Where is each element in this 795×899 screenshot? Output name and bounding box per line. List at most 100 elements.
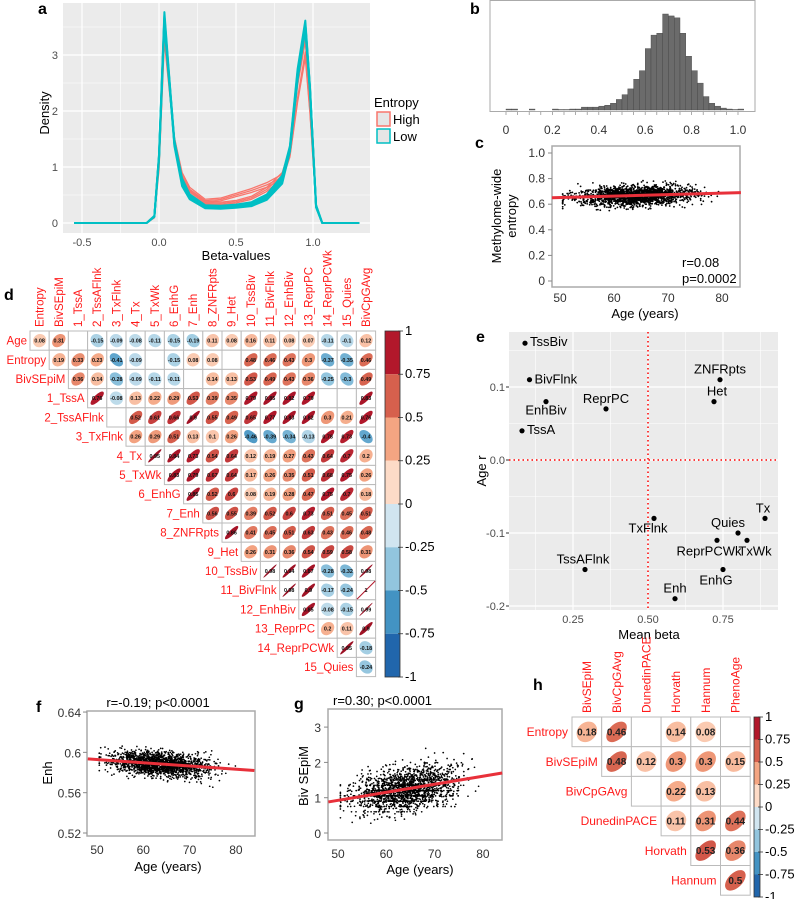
- data-point: [126, 765, 129, 768]
- data-point: [100, 753, 102, 755]
- data-point: [390, 805, 393, 808]
- data-point: [200, 777, 202, 780]
- matrix-cell: [67, 330, 89, 351]
- density-line-low: [74, 16, 360, 224]
- data-point: [641, 204, 644, 207]
- data-point: [447, 787, 450, 789]
- correlation-value: 0.7: [343, 454, 351, 460]
- data-point-reprpc: [603, 406, 609, 412]
- data-point: [181, 769, 183, 771]
- data-point: [201, 775, 203, 777]
- column-label: 5_TxWk: [150, 285, 162, 327]
- data-point: [641, 190, 643, 193]
- data-point: [667, 196, 669, 199]
- data-point: [643, 186, 646, 189]
- data-point-txwk: [744, 537, 750, 543]
- data-point: [159, 775, 162, 778]
- histogram-bar: [679, 33, 687, 111]
- data-point: [635, 203, 637, 205]
- data-point: [655, 186, 657, 189]
- data-point: [138, 772, 140, 775]
- panel-label-a: a: [38, 1, 47, 18]
- data-point: [195, 776, 198, 778]
- data-point: [625, 197, 628, 200]
- data-point: [107, 762, 110, 764]
- data-point: [219, 761, 222, 764]
- data-point: [648, 189, 651, 192]
- correlation-value: 0.67: [207, 473, 218, 479]
- data-point: [659, 189, 662, 192]
- correlation-value: 0.73: [188, 454, 199, 460]
- correlation-value: -0.3: [342, 377, 351, 383]
- data-point: [691, 186, 693, 189]
- data-point: [591, 190, 594, 193]
- data-point: [403, 810, 406, 813]
- row-label: 1_TssA: [47, 393, 85, 405]
- data-point: [685, 186, 688, 189]
- data-point: [352, 782, 355, 784]
- x-tick-label: 0.50: [637, 614, 658, 626]
- data-point: [589, 189, 592, 192]
- correlation-value: 0.36: [73, 377, 84, 383]
- data-point: [573, 199, 576, 202]
- data-point: [644, 199, 647, 202]
- data-point: [126, 775, 128, 778]
- x-tick-label: 50: [553, 291, 567, 305]
- legend-key-high: [376, 111, 391, 127]
- matrix-cell: [221, 349, 242, 370]
- data-point: [159, 777, 162, 780]
- data-point: [127, 777, 130, 780]
- data-point: [584, 194, 586, 196]
- correlation-value: 0.46: [342, 531, 353, 537]
- data-point: [627, 201, 630, 204]
- data-point: [561, 201, 564, 204]
- data-point: [608, 206, 610, 209]
- data-point: [661, 204, 663, 207]
- data-point: [626, 202, 628, 205]
- data-point: [106, 762, 109, 765]
- row-label: 9_Het: [208, 547, 239, 559]
- data-point: [346, 794, 349, 796]
- colorbar-segment: [385, 374, 400, 418]
- data-point: [625, 208, 628, 211]
- data-point: [693, 188, 696, 191]
- data-point: [339, 816, 342, 819]
- row-label: 7_Enh: [167, 508, 200, 520]
- data-point: [678, 204, 681, 206]
- data-point: [191, 777, 193, 779]
- data-point: [678, 190, 681, 193]
- data-point: [654, 189, 656, 191]
- histogram-bar: [656, 33, 663, 111]
- data-point: [687, 196, 690, 199]
- data-point: [592, 189, 595, 192]
- data-point: [674, 184, 677, 187]
- data-point: [162, 779, 165, 781]
- data-point: [617, 203, 620, 206]
- data-point: [687, 200, 690, 203]
- data-point: [599, 189, 601, 192]
- data-point: [143, 773, 146, 775]
- correlation-value: 0.43: [284, 377, 295, 383]
- data-point: [632, 187, 635, 190]
- data-point: [151, 777, 153, 780]
- data-point: [665, 200, 668, 203]
- data-point: [220, 773, 223, 775]
- data-point: [185, 772, 188, 774]
- data-point: [598, 184, 601, 187]
- correlation-value: -0.32: [341, 569, 353, 575]
- data-point-het: [711, 399, 717, 405]
- data-point: [664, 189, 667, 192]
- data-point: [589, 201, 592, 203]
- data-point: [360, 772, 363, 775]
- x-tick-label: 50: [90, 843, 104, 857]
- data-point: [419, 803, 421, 806]
- data-point: [631, 204, 634, 207]
- data-point: [674, 198, 677, 201]
- data-point: [205, 769, 208, 772]
- panel-label-b: b: [470, 1, 480, 18]
- correlation-value: -0.08: [129, 339, 141, 345]
- data-point: [159, 771, 161, 774]
- data-point: [139, 756, 141, 758]
- data-point: [644, 201, 647, 203]
- data-point: [208, 759, 211, 761]
